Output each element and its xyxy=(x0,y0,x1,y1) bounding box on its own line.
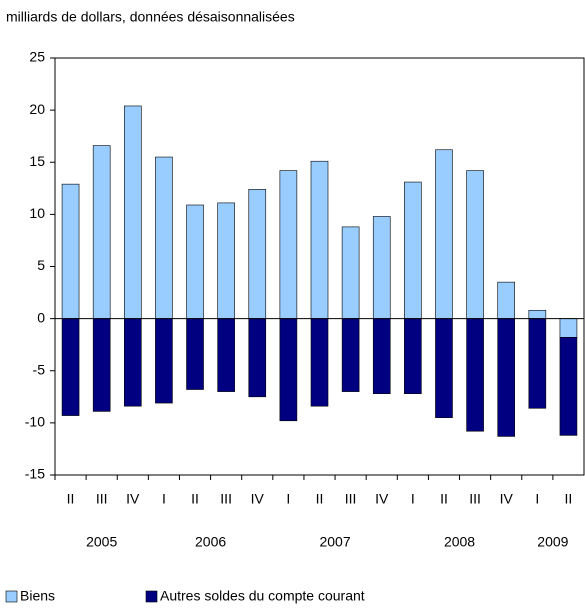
y-tick-label: 25 xyxy=(29,49,45,65)
bar xyxy=(123,318,142,407)
x-tick-label: III xyxy=(345,491,357,507)
chart-subtitle: milliards de dollars, données désaisonna… xyxy=(6,9,295,25)
x-tick-label: IV xyxy=(126,491,140,507)
bar xyxy=(61,318,80,416)
y-tick-label: 15 xyxy=(29,153,45,169)
bar xyxy=(61,183,80,319)
y-tick-label: -10 xyxy=(25,414,45,430)
bar xyxy=(310,160,329,319)
bar xyxy=(559,318,578,338)
x-tick-label: I xyxy=(535,491,539,507)
x-tick-label: II xyxy=(440,491,448,507)
x-tick-label: IV xyxy=(375,491,389,507)
x-tick-label: III xyxy=(220,491,232,507)
bar xyxy=(186,318,204,390)
bar xyxy=(123,105,142,319)
x-tick-label: IV xyxy=(251,491,265,507)
bar xyxy=(372,216,391,319)
bar xyxy=(466,170,484,319)
bar xyxy=(279,170,298,319)
x-tick-label: IV xyxy=(500,491,514,507)
bar xyxy=(217,318,235,392)
x-tick-label: II xyxy=(191,491,199,507)
legend-swatch xyxy=(145,590,158,603)
x-group-label: 2006 xyxy=(195,534,226,550)
bar xyxy=(279,318,298,422)
bar xyxy=(372,318,391,394)
bar xyxy=(217,202,235,319)
bar xyxy=(186,204,204,319)
legend-label: Autres soldes du compte courant xyxy=(160,588,365,604)
y-tick-label: -5 xyxy=(33,361,46,377)
bar xyxy=(404,181,422,319)
bar xyxy=(341,318,360,392)
bar xyxy=(497,281,516,319)
x-group-label: 2008 xyxy=(444,534,475,550)
x-group-label: 2005 xyxy=(86,534,117,550)
bar xyxy=(435,149,453,319)
bar xyxy=(92,318,111,412)
bar xyxy=(497,318,516,437)
bar xyxy=(310,318,329,407)
y-tick-label: 10 xyxy=(29,205,45,221)
legend-swatch xyxy=(5,590,18,603)
bar xyxy=(341,226,360,319)
bar xyxy=(528,309,547,319)
x-tick-label: II xyxy=(565,491,573,507)
bar xyxy=(155,318,173,404)
x-tick-label: II xyxy=(67,491,75,507)
x-group-label: 2007 xyxy=(319,534,350,550)
bar xyxy=(466,318,484,432)
x-tick-label: I xyxy=(286,491,290,507)
y-tick-label: 20 xyxy=(29,101,45,117)
x-group-label: 2009 xyxy=(537,534,568,550)
bar xyxy=(559,337,578,436)
x-tick-label: I xyxy=(411,491,415,507)
y-tick-label: 5 xyxy=(37,257,45,273)
bar xyxy=(435,318,453,418)
y-tick-label: 0 xyxy=(37,309,45,325)
bar xyxy=(528,318,547,409)
x-tick-label: III xyxy=(96,491,108,507)
x-tick-label: II xyxy=(316,491,324,507)
y-tick-label: -15 xyxy=(25,466,45,482)
legend-label: Biens xyxy=(20,588,55,604)
bar xyxy=(92,145,111,319)
bar xyxy=(248,318,267,398)
x-tick-label: III xyxy=(469,491,481,507)
x-tick-label: I xyxy=(162,491,166,507)
bar xyxy=(404,318,422,394)
bar xyxy=(248,189,267,319)
bar xyxy=(155,156,173,319)
